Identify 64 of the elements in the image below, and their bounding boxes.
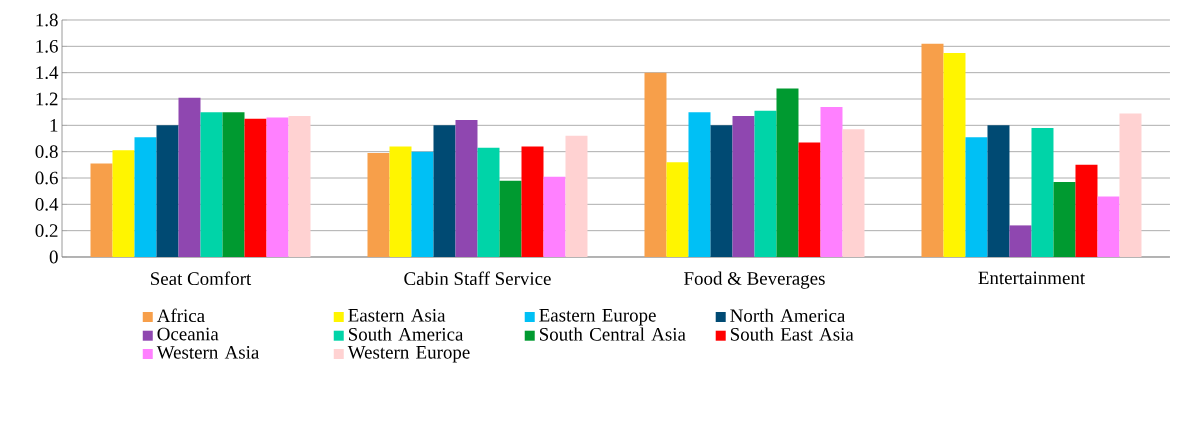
y-tick-label: 1.6 [36,39,58,53]
bar [288,116,311,257]
legend-label: Western Asia [156,346,260,359]
legend-label: Eastern Europe [539,309,656,326]
legend-label: Oceania [157,327,219,341]
bar [965,137,988,257]
bar [732,116,755,257]
bar [200,112,223,257]
bar [943,52,966,257]
legend-label: Eastern Asia [348,308,446,322]
x-tick-label: Cabin Staff Service [404,271,551,286]
bar [798,142,821,257]
bar [1009,225,1032,257]
legend-label: Western Europe [347,346,470,363]
bar [477,147,500,257]
y-tick-label: 0 [49,250,58,264]
bar [666,162,689,257]
bar [389,146,412,257]
bar [433,125,456,257]
bar [411,151,434,257]
bar [1053,181,1076,257]
bar [367,152,390,257]
bar [1031,127,1054,257]
bar [987,125,1010,257]
bar [521,146,544,257]
bar [90,163,113,257]
y-tick-label: 1.2 [36,92,58,106]
y-tick-label: 0.2 [35,224,58,238]
legend-label: South Central Asia [539,327,686,341]
legend-label: South America [349,327,464,341]
bar [112,150,135,257]
x-tick-label: Food & Beverages [684,271,825,289]
bar [688,112,711,257]
bar [156,125,179,257]
y-tick-label: 1 [50,119,58,132]
bar [1075,164,1098,257]
bar [178,97,201,257]
y-tick-label: 1.4 [36,66,59,80]
y-tick-label: 0.8 [35,145,58,159]
x-tick-label: Seat Comfort [151,271,252,286]
legend-label: North America [730,308,846,322]
legend-label: Africa [156,308,205,323]
bar [842,129,865,257]
y-tick-label: 0.4 [35,197,59,211]
x-tick-label: Entertainment [978,271,1085,285]
bar [644,72,667,257]
bar [134,137,157,257]
bar [222,112,245,257]
bar [266,117,289,257]
bar [921,43,944,257]
y-tick-label: 0.6 [35,171,58,185]
bar [455,120,478,257]
bar [244,118,267,257]
bar [543,176,566,257]
bar [499,180,522,257]
y-tick-label: 1.8 [36,13,58,27]
bar [754,110,777,257]
legend-label: South East Asia [730,327,854,341]
bar [1097,196,1120,257]
bar [1119,113,1142,257]
bar [565,135,588,257]
bar [710,125,733,257]
bar [776,88,799,257]
bar [820,106,843,257]
